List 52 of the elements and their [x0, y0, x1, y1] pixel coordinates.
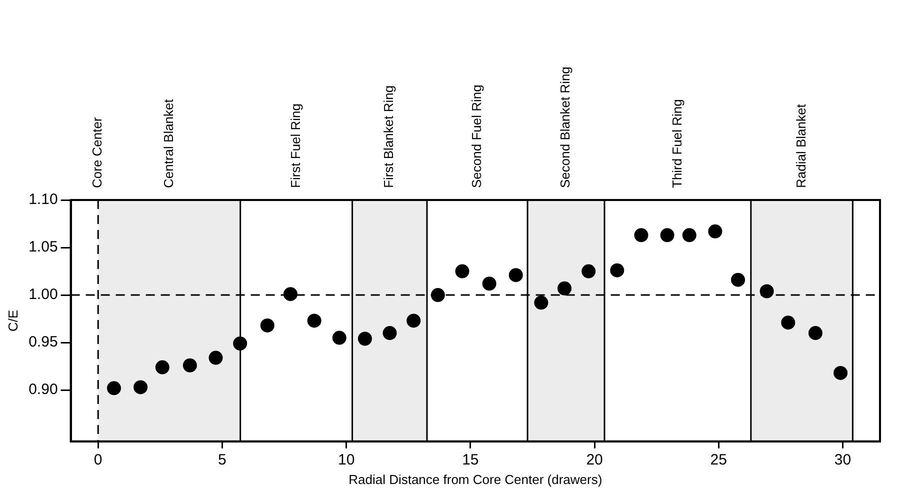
band-label: First Blanket Ring	[381, 85, 396, 188]
point	[508, 268, 523, 282]
point	[406, 314, 421, 328]
point	[106, 381, 121, 396]
text: Second Fuel Ring	[468, 84, 484, 188]
band-label: Central Blanket	[160, 98, 176, 188]
x-tick-label: 0	[94, 452, 102, 469]
x-tick-label: 30	[834, 452, 852, 469]
x-tick-label: 5	[218, 452, 226, 469]
x-axis-title: Radial Distance from Core Center (drawers)	[348, 472, 602, 487]
point	[382, 326, 397, 340]
text: First Fuel Ring	[288, 103, 303, 188]
point	[307, 314, 322, 328]
point	[208, 350, 223, 365]
point	[233, 336, 248, 351]
text: Third Fuel Ring	[669, 99, 684, 188]
ref-line-label: Core Center	[90, 116, 105, 188]
band-label: Second Blanket Ring	[558, 66, 573, 188]
point	[534, 296, 548, 310]
point	[260, 318, 274, 332]
point	[332, 330, 346, 345]
y-tick-label: 1.00	[28, 286, 58, 304]
point	[430, 288, 445, 302]
point	[358, 332, 372, 346]
point	[283, 287, 298, 302]
point	[482, 276, 496, 291]
x-tick-label: 15	[462, 452, 479, 469]
point	[731, 272, 746, 287]
point	[582, 264, 596, 278]
point	[182, 358, 197, 372]
x-tick-label: 20	[586, 452, 603, 469]
point	[155, 360, 170, 374]
point	[660, 228, 674, 242]
point	[610, 263, 624, 278]
x-tick-label: 25	[710, 452, 727, 469]
point	[134, 380, 148, 394]
y-axis-title: C/E	[5, 310, 20, 332]
point	[781, 316, 796, 330]
y-tick-label: 0.95	[28, 334, 58, 351]
point	[558, 281, 572, 296]
point	[634, 228, 648, 242]
band-label: Radial Blanket	[793, 104, 808, 188]
point	[455, 264, 470, 278]
point	[708, 224, 722, 238]
x-tick-label: 10	[338, 452, 355, 469]
point	[834, 366, 848, 380]
point	[760, 284, 774, 298]
y-tick-label: 1.05	[28, 238, 58, 256]
y-tick-label: 0.90	[28, 381, 58, 398]
point	[682, 228, 696, 242]
y-tick-label: 1.10	[28, 191, 58, 208]
point	[808, 326, 822, 340]
